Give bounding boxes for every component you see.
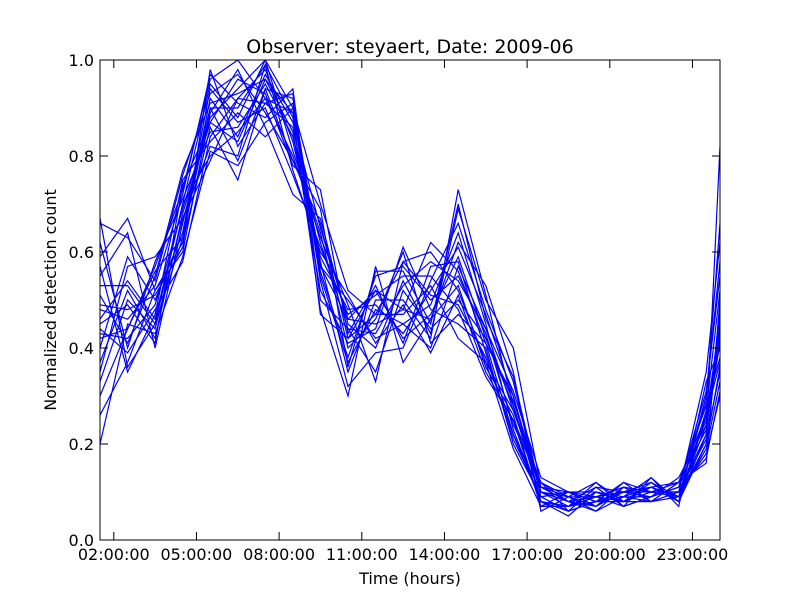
y-tick-label: 0.0: [69, 531, 94, 550]
series-line-14: [100, 106, 720, 503]
x-tick-label: 20:00:00: [574, 545, 646, 564]
series-layer: [100, 60, 720, 517]
x-tick-label: 11:00:00: [326, 545, 398, 564]
y-tick-label: 0.4: [69, 339, 94, 358]
plot-frame: [99, 59, 721, 541]
y-tick-label: 0.8: [69, 147, 94, 166]
series-line-18: [100, 102, 720, 512]
chart-title: Observer: steyaert, Date: 2009-06: [246, 36, 573, 58]
y-axis-title: Normalized detection count: [41, 189, 60, 411]
x-axis-title: Time (hours): [358, 569, 461, 588]
series-line-21: [100, 92, 720, 508]
series-line-8: [100, 87, 720, 507]
x-tick-label: 17:00:00: [491, 545, 563, 564]
series-line-6: [100, 97, 720, 512]
y-tick-label: 1.0: [69, 51, 94, 70]
x-tick-label: 14:00:00: [409, 545, 481, 564]
series-line-11: [100, 73, 720, 508]
x-tick-label: 23:00:00: [657, 545, 729, 564]
y-tick-label: 0.6: [69, 243, 94, 262]
series-line-17: [100, 82, 720, 503]
series-line-9: [100, 68, 720, 508]
series-line-15: [100, 69, 720, 512]
series-line-19: [100, 73, 720, 508]
x-axis: 02:00:00 05:00:00 08:00:00 11:00:00 14:00:00…: [78, 60, 729, 564]
y-tick-label: 0.2: [69, 435, 94, 454]
series-line-12: [100, 78, 720, 503]
x-tick-label: 08:00:00: [243, 545, 315, 564]
x-tick-label: 02:00:00: [78, 545, 150, 564]
x-tick-label: 05:00:00: [161, 545, 233, 564]
series-line-22: [100, 78, 720, 508]
y-axis: 0.0 0.2 0.4 0.6 0.8 1.0: [69, 51, 720, 550]
